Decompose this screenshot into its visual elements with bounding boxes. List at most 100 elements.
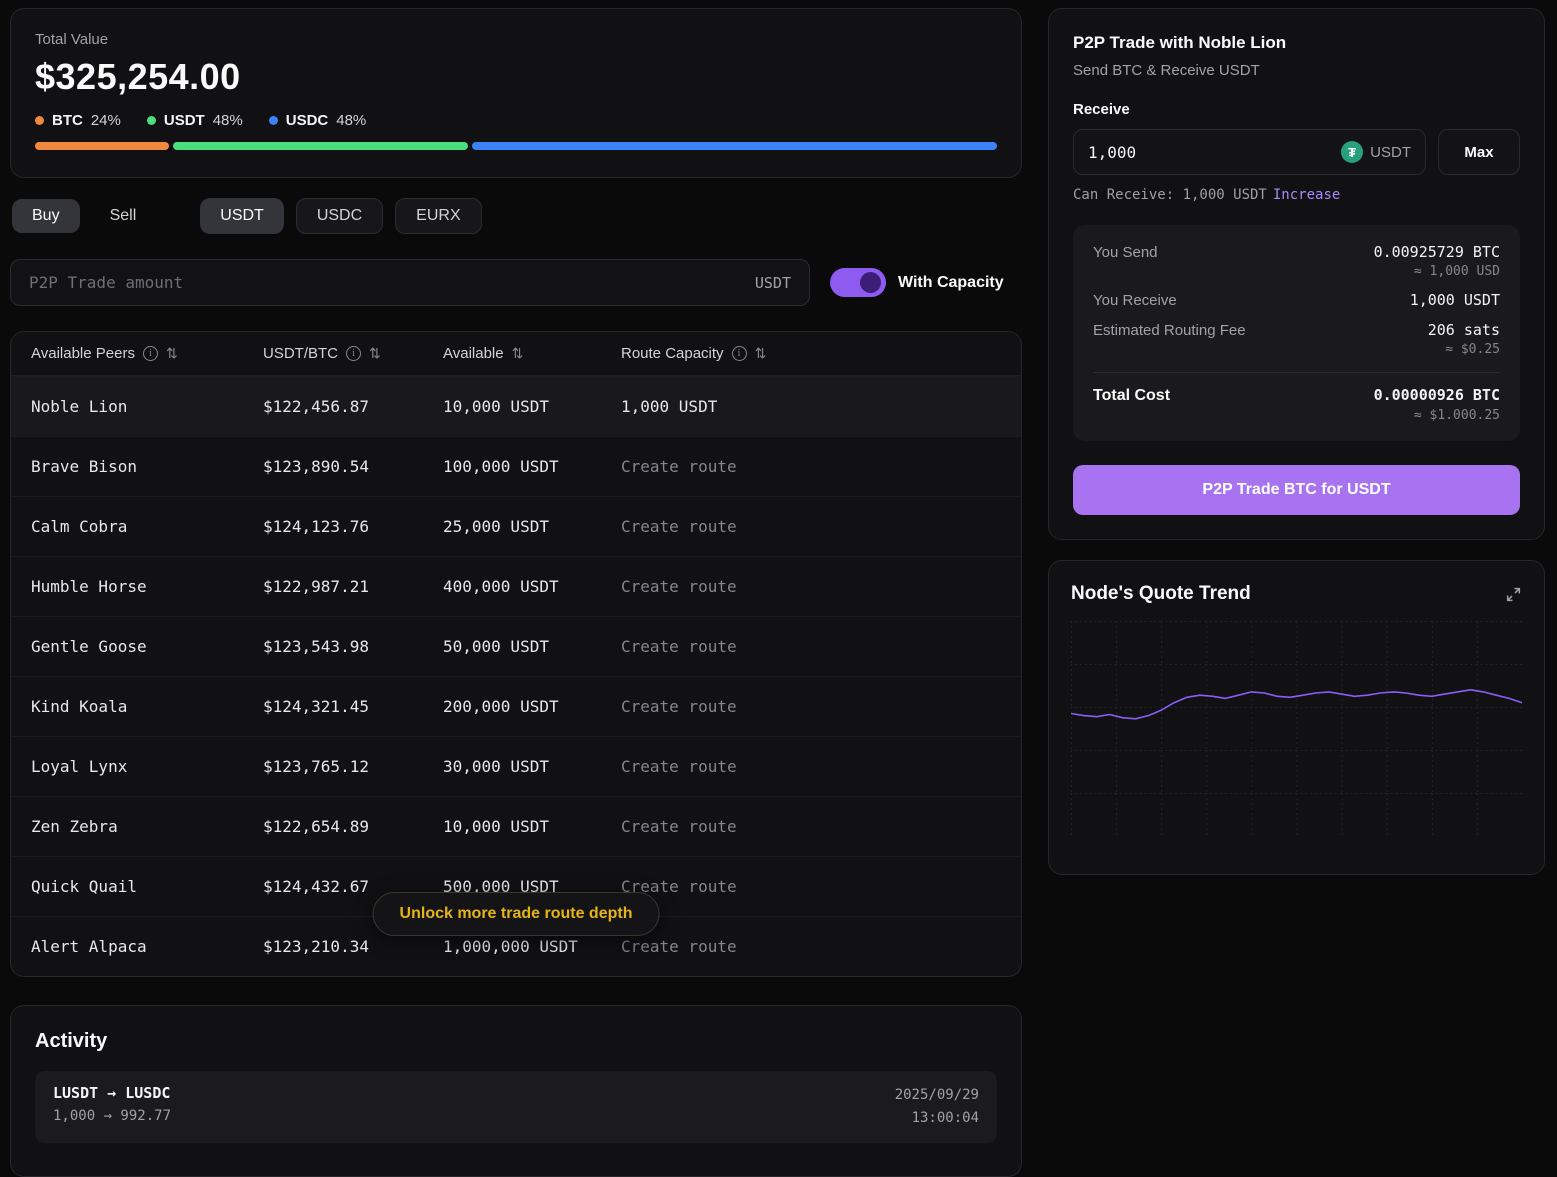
table-row[interactable]: Brave Bison $123,890.54 100,000 USDT Cre… — [11, 436, 1021, 496]
sort-icon[interactable]: ⇅ — [755, 345, 767, 362]
p2p-trade-button[interactable]: P2P Trade BTC for USDT — [1073, 465, 1520, 515]
sort-icon[interactable]: ⇅ — [369, 345, 381, 362]
create-route-link[interactable]: Create route — [621, 517, 1001, 536]
legend-item-btc: BTC 24% — [35, 112, 121, 129]
peer-name: Alert Alpaca — [31, 937, 263, 956]
peer-price: $122,456.87 — [263, 397, 443, 416]
header-label: USDT/BTC — [263, 345, 338, 362]
peer-available: 25,000 USDT — [443, 517, 621, 536]
expand-icon[interactable] — [1505, 586, 1522, 603]
receive-amount-input[interactable] — [1088, 143, 1341, 162]
info-icon[interactable]: i — [346, 346, 361, 361]
asset-legend: BTC 24% USDT 48% USDC 48% — [35, 112, 997, 129]
create-route-link[interactable]: Create route — [621, 757, 1001, 776]
peer-price: $123,890.54 — [263, 457, 443, 476]
tab-eurx[interactable]: EURX — [395, 198, 481, 234]
with-capacity-toggle[interactable] — [830, 268, 886, 297]
activity-item[interactable]: LUSDT → LUSDC 1,000 → 992.77 2025/09/29 … — [35, 1071, 997, 1143]
sort-icon[interactable]: ⇅ — [166, 345, 178, 362]
activity-time: 13:00:04 — [895, 1107, 979, 1130]
table-row[interactable]: Noble Lion $122,456.87 10,000 USDT 1,000… — [11, 376, 1021, 436]
peer-name: Loyal Lynx — [31, 757, 263, 776]
token-tabs: USDT USDC EURX — [200, 198, 481, 234]
btc-dot-icon — [35, 116, 44, 125]
create-route-link[interactable]: Create route — [621, 577, 1001, 596]
table-row[interactable]: Humble Horse $122,987.21 400,000 USDT Cr… — [11, 556, 1021, 616]
max-button[interactable]: Max — [1438, 129, 1520, 175]
routing-fee-label: Estimated Routing Fee — [1093, 322, 1246, 339]
table-row[interactable]: Loyal Lynx $123,765.12 30,000 USDT Creat… — [11, 736, 1021, 796]
chart-header: Node's Quote Trend — [1071, 583, 1522, 605]
left-column: Total Value $325,254.00 BTC 24% USDT 48%… — [10, 8, 1022, 1177]
usdt-dot-icon — [147, 116, 156, 125]
receive-label: Receive — [1073, 101, 1520, 118]
you-send-value: 0.00925729 BTC — [1374, 243, 1500, 261]
create-route-link[interactable]: Create route — [621, 457, 1001, 476]
trade-amount-input[interactable] — [29, 273, 755, 292]
info-icon[interactable]: i — [143, 346, 158, 361]
table-row[interactable]: Calm Cobra $124,123.76 25,000 USDT Creat… — [11, 496, 1021, 556]
trade-amount-field[interactable]: USDT — [10, 259, 810, 306]
tab-usdt[interactable]: USDT — [200, 198, 284, 234]
summary-divider — [1093, 372, 1500, 373]
side-tabs: Buy Sell — [12, 199, 156, 233]
total-value-amount: $325,254.00 — [35, 56, 997, 98]
table-row[interactable]: Kind Koala $124,321.45 200,000 USDT Crea… — [11, 676, 1021, 736]
table-row[interactable]: Zen Zebra $122,654.89 10,000 USDT Create… — [11, 796, 1021, 856]
total-value-label: Total Value — [35, 31, 997, 48]
trade-controls: Buy Sell USDT USDC EURX — [10, 197, 1022, 235]
route-capacity-value: 1,000 USDT — [621, 397, 1001, 416]
chart-grid — [1071, 621, 1522, 836]
info-icon[interactable]: i — [732, 346, 747, 361]
peer-price: $123,210.34 — [263, 937, 443, 956]
allocation-seg-usdt — [173, 142, 469, 150]
create-route-link[interactable]: Create route — [621, 877, 1001, 896]
receive-amount-field[interactable]: ₮ USDT — [1073, 129, 1426, 175]
peer-price: $124,123.76 — [263, 517, 443, 536]
chart-title: Node's Quote Trend — [1071, 583, 1251, 605]
peers-table-card: Available Peers i ⇅ USDT/BTC i ⇅ Availab… — [10, 331, 1022, 977]
trade-panel-subtitle: Send BTC & Receive USDT — [1073, 62, 1520, 79]
table-header: Available Peers i ⇅ USDT/BTC i ⇅ Availab… — [11, 332, 1021, 376]
create-route-link[interactable]: Create route — [621, 697, 1001, 716]
header-available: Available ⇅ — [443, 345, 621, 362]
quote-trend-chart — [1071, 621, 1522, 836]
routing-fee-approx: ≈ $0.25 — [1093, 342, 1500, 357]
total-cost-approx: ≈ $1.000.25 — [1093, 408, 1500, 423]
right-column: P2P Trade with Noble Lion Send BTC & Rec… — [1048, 8, 1545, 1177]
header-usdt-btc: USDT/BTC i ⇅ — [263, 345, 443, 362]
header-label: Available — [443, 345, 504, 362]
peer-available: 10,000 USDT — [443, 397, 621, 416]
create-route-link[interactable]: Create route — [621, 817, 1001, 836]
peer-price: $123,543.98 — [263, 637, 443, 656]
legend-pct: 24% — [91, 112, 121, 129]
tab-sell[interactable]: Sell — [90, 199, 157, 233]
tab-usdc[interactable]: USDC — [296, 198, 383, 234]
header-label: Route Capacity — [621, 345, 724, 362]
trade-panel-title: P2P Trade with Noble Lion — [1073, 33, 1520, 53]
portfolio-card: Total Value $325,254.00 BTC 24% USDT 48%… — [10, 8, 1022, 178]
sort-icon[interactable]: ⇅ — [512, 345, 524, 362]
peer-price: $124,321.45 — [263, 697, 443, 716]
token-chip: ₮ USDT — [1341, 141, 1411, 163]
peer-price: $122,654.89 — [263, 817, 443, 836]
legend-item-usdc: USDC 48% — [269, 112, 367, 129]
allocation-bar — [35, 142, 997, 150]
unlock-depth-badge[interactable]: Unlock more trade route depth — [373, 892, 660, 936]
peer-name: Gentle Goose — [31, 637, 263, 656]
you-receive-value: 1,000 USDT — [1410, 291, 1500, 309]
activity-left: LUSDT → LUSDC 1,000 → 992.77 — [53, 1084, 171, 1130]
increase-link[interactable]: Increase — [1273, 187, 1340, 203]
table-row[interactable]: Gentle Goose $123,543.98 50,000 USDT Cre… — [11, 616, 1021, 676]
peer-name: Humble Horse — [31, 577, 263, 596]
activity-pair: LUSDT → LUSDC — [53, 1084, 171, 1102]
create-route-link[interactable]: Create route — [621, 937, 1001, 956]
activity-amounts: 1,000 → 992.77 — [53, 1108, 171, 1124]
create-route-link[interactable]: Create route — [621, 637, 1001, 656]
trade-summary: You Send 0.00925729 BTC ≈ 1,000 USD You … — [1073, 225, 1520, 441]
tab-buy[interactable]: Buy — [12, 199, 80, 233]
toggle-knob — [860, 272, 881, 293]
peer-price: $123,765.12 — [263, 757, 443, 776]
capacity-toggle-label: With Capacity — [898, 274, 1004, 292]
usdc-dot-icon — [269, 116, 278, 125]
